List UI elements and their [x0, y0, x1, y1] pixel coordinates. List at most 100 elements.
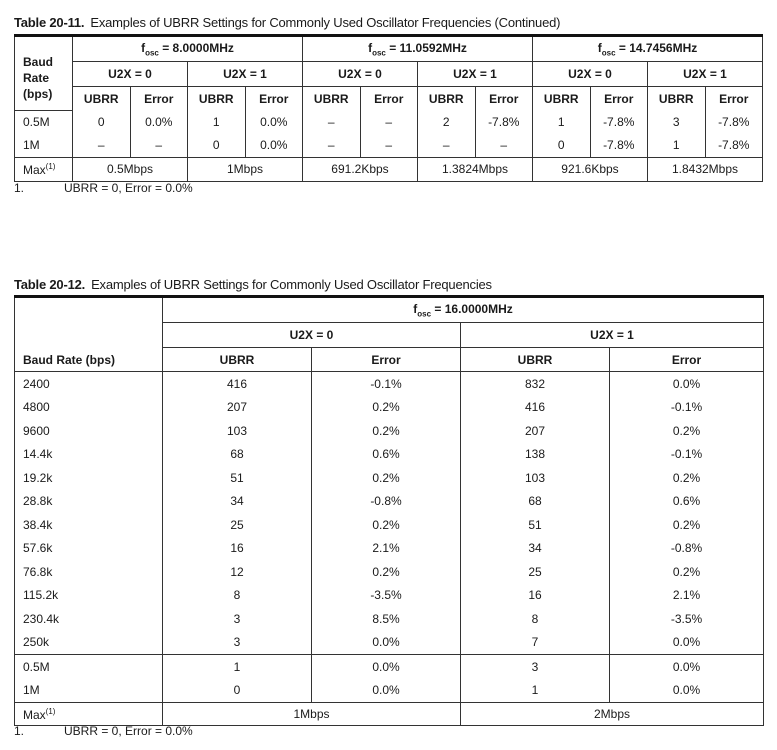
value-cell: -7.8%: [474, 110, 533, 134]
table-row: 0.5M 0 0.0% 1 0.0% – –2 -7.8% 1 -7.8% 3 -7.8%: [14, 110, 763, 134]
value-cell: 51: [162, 466, 312, 490]
value-cell: 25: [162, 513, 312, 537]
osc-header: fosc = 16.0000MHz: [161, 296, 765, 323]
text: 1.: [14, 724, 25, 738]
baud-cell: 4800: [14, 395, 163, 419]
text: f: [141, 40, 146, 55]
text: f: [368, 40, 373, 55]
text: UBRR = 0, Error = 0.0%: [64, 181, 193, 195]
value-cell: 0: [532, 133, 591, 157]
value-cell: -7.8%: [704, 133, 763, 157]
osc-header: fosc = 11.0592MHz: [302, 35, 533, 62]
u2x-header: U2X = 1: [417, 61, 533, 87]
table1-caption: Table 20-11. Examples of UBRR Settings fo…: [14, 15, 560, 30]
max-cell: 1.8432Mbps: [647, 156, 763, 181]
value-cell: -0.1%: [608, 395, 765, 419]
value-cell: 0.0%: [311, 630, 461, 655]
value-cell: 0.0%: [129, 110, 188, 134]
value-cell: 1: [162, 654, 312, 679]
table-row: 230.4k 3 8.5% 8 -3.5%: [14, 607, 765, 631]
value-cell: 0: [72, 110, 131, 134]
max-cell: 1Mbps: [187, 156, 303, 181]
osc-header: fosc = 14.7456MHz: [532, 35, 763, 62]
table-row: 9600 103 0.2% 207 0.2%: [14, 419, 765, 443]
value-cell: 0.6%: [608, 489, 765, 513]
column-header: Error: [244, 86, 303, 110]
max-cell: 2Mbps: [459, 702, 765, 726]
value-cell: 2: [417, 110, 476, 134]
value-cell: –: [129, 133, 188, 157]
value-cell: 0.2%: [608, 466, 765, 490]
value-cell: 1: [460, 678, 610, 703]
text: (bps): [23, 87, 53, 102]
value-cell: 0: [162, 678, 312, 703]
table-row: 57.6k 16 2.1% 34 -0.8%: [14, 536, 765, 560]
value-cell: 0.0%: [244, 110, 303, 134]
value-cell: 0.2%: [311, 395, 461, 419]
value-cell: 8: [162, 583, 312, 607]
value-cell: 0.0%: [311, 654, 461, 679]
baud-cell: 57.6k: [14, 536, 163, 560]
u2x-header: U2X = 0: [532, 61, 648, 87]
value-cell: 0.0%: [311, 678, 461, 703]
baud-cell: 28.8k: [14, 489, 163, 513]
value-cell: 103: [460, 466, 610, 490]
column-header: Error: [704, 86, 763, 110]
max-label: Max(1): [14, 156, 73, 181]
text: Max: [23, 707, 46, 722]
value-cell: –: [302, 110, 361, 134]
text: Table 20-11.: [14, 15, 85, 30]
value-cell: 416: [460, 395, 610, 419]
value-cell: 103: [162, 419, 312, 443]
column-header: Error: [129, 86, 188, 110]
value-cell: 2.1%: [608, 583, 765, 607]
baud-rate-header: Baud Rate (bps): [14, 35, 73, 111]
text: Rate: [23, 71, 50, 86]
baud-cell: 0.5M: [14, 110, 73, 134]
max-row: Max(1) 1Mbps 2Mbps: [14, 702, 765, 726]
max-cell: 0.5Mbps: [72, 156, 188, 181]
value-cell: 68: [460, 489, 610, 513]
value-cell: 0.0%: [608, 678, 765, 703]
baud-cell: 1M: [14, 133, 73, 157]
value-cell: 2.1%: [311, 536, 461, 560]
value-cell: 0.2%: [311, 466, 461, 490]
baud-cell: 14.4k: [14, 442, 163, 466]
text: UBRR = 0, Error = 0.0%: [64, 724, 193, 738]
table-20-11: Baud Rate (bps) fosc = 8.0000MHz fosc = 11.0…: [14, 34, 763, 182]
table-row: 115.2k 8 -3.5% 16 2.1%: [14, 583, 765, 607]
text: osc: [601, 48, 616, 58]
text: f: [413, 301, 418, 316]
table-row: 38.4k 25 0.2% 51 0.2%: [14, 513, 765, 537]
baud-cell: 115.2k: [14, 583, 163, 607]
text: (1): [45, 706, 56, 716]
value-cell: 0.0%: [608, 371, 765, 396]
baud-cell: 0.5M: [14, 654, 163, 679]
text: = 8.0000MHz: [158, 40, 234, 55]
text: Table 20-12.: [14, 277, 86, 292]
column-header: UBRR: [417, 86, 476, 110]
value-cell: 16: [460, 583, 610, 607]
u2x-header: U2X = 0: [72, 61, 188, 87]
baud-cell: 250k: [14, 630, 163, 655]
value-cell: 0: [187, 133, 246, 157]
value-cell: 207: [162, 395, 312, 419]
max-cell: 1.3824Mbps: [417, 156, 533, 181]
value-cell: 0.2%: [311, 419, 461, 443]
value-cell: –: [359, 110, 418, 134]
u2x-header: U2X = 1: [187, 61, 303, 87]
table-row: 1M 0 0.0% 1 0.0%: [14, 678, 765, 703]
value-cell: 16: [162, 536, 312, 560]
table-row: 1M – –0 0.0% – – – –0 -7.8% 1 -7.8%: [14, 133, 763, 157]
value-cell: 3: [162, 607, 312, 631]
column-header: UBRR: [460, 347, 610, 372]
value-cell: 1: [532, 110, 591, 134]
value-cell: -0.8%: [311, 489, 461, 513]
value-cell: –: [474, 133, 533, 157]
text: osc: [145, 48, 159, 58]
text: (1): [45, 161, 56, 171]
value-cell: -0.8%: [608, 536, 765, 560]
table-row: 14.4k 68 0.6% 138 -0.1%: [14, 442, 765, 466]
column-header: Error: [311, 347, 461, 372]
max-cell: 1Mbps: [162, 702, 461, 726]
